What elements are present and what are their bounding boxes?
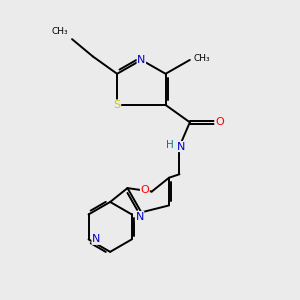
Text: CH₃: CH₃ bbox=[51, 27, 68, 36]
Text: N: N bbox=[135, 212, 144, 221]
Text: O: O bbox=[140, 185, 149, 195]
Text: S: S bbox=[113, 100, 121, 110]
Text: N: N bbox=[92, 234, 100, 244]
Text: N: N bbox=[137, 55, 146, 65]
Text: H: H bbox=[166, 140, 174, 150]
Text: CH₃: CH₃ bbox=[194, 54, 211, 63]
Text: O: O bbox=[215, 117, 224, 127]
Text: N: N bbox=[177, 142, 185, 152]
